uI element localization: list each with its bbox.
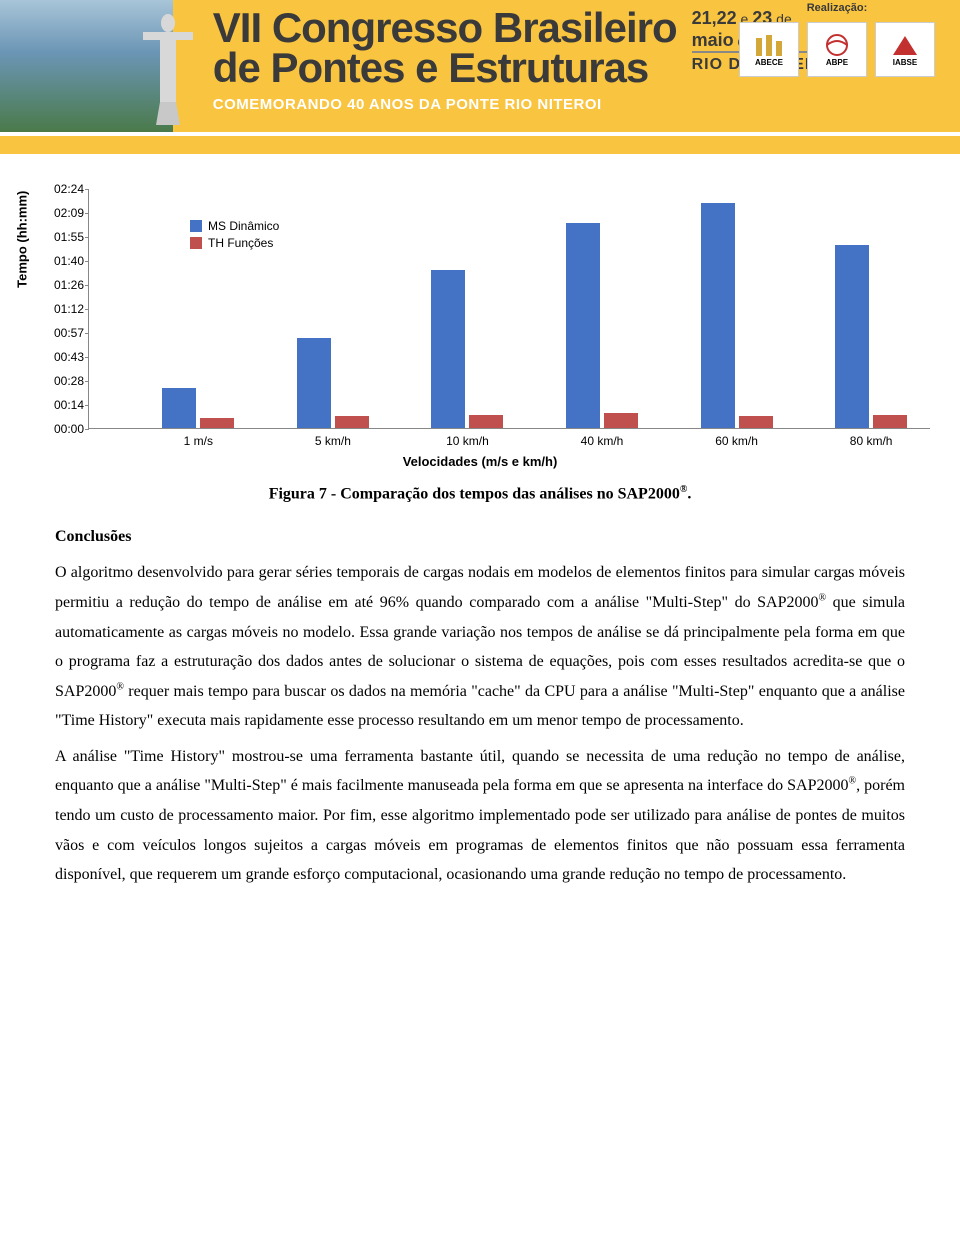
header-photo bbox=[0, 0, 173, 132]
y-tick-label: 01:12 bbox=[39, 302, 84, 316]
y-tick-label: 00:28 bbox=[39, 374, 84, 388]
commemoration-text: COMEMORANDO 40 ANOS DA PONTE RIO NITEROI bbox=[213, 96, 945, 113]
y-tick-label: 00:00 bbox=[39, 422, 84, 436]
legend-swatch bbox=[190, 237, 202, 249]
y-tick-label: 01:40 bbox=[39, 254, 84, 268]
y-tick-label: 02:09 bbox=[39, 206, 84, 220]
bar bbox=[335, 416, 369, 428]
bar bbox=[604, 413, 638, 428]
x-axis-label: Velocidades (m/s e km/h) bbox=[403, 454, 558, 469]
figure-caption: Figura 7 - Comparação dos tempos das aná… bbox=[0, 484, 960, 503]
x-tick-label: 60 km/h bbox=[715, 434, 758, 448]
x-tick-label: 10 km/h bbox=[446, 434, 489, 448]
chart-figure-7: Tempo (hh:mm) 00:0000:1400:2800:4300:570… bbox=[30, 189, 930, 469]
bar-group bbox=[162, 388, 234, 428]
y-axis-label: Tempo (hh:mm) bbox=[15, 191, 30, 288]
sponsor-logo-iabse: IABSE bbox=[875, 22, 935, 77]
legend-swatch bbox=[190, 220, 202, 232]
congress-title-2: de Pontes e Estruturas bbox=[213, 48, 677, 88]
header-title-section: VII Congresso Brasileiro de Pontes e Est… bbox=[173, 0, 960, 132]
congress-title-1: VII Congresso Brasileiro bbox=[213, 8, 677, 48]
paragraph-2: A análise "Time History" mostrou-se uma … bbox=[55, 742, 905, 890]
bar bbox=[431, 270, 465, 428]
chart-legend: MS Dinâmico TH Funções bbox=[190, 219, 279, 253]
bar bbox=[835, 245, 869, 428]
y-tick-label: 00:57 bbox=[39, 326, 84, 340]
legend-item: MS Dinâmico bbox=[190, 219, 279, 233]
legend-item: TH Funções bbox=[190, 236, 279, 250]
sponsor-logo-abpe: ABPE bbox=[807, 22, 867, 77]
legend-label: TH Funções bbox=[208, 236, 273, 250]
bar-group bbox=[431, 270, 503, 428]
sponsor-logo-abece: ABECE bbox=[739, 22, 799, 77]
conference-header: VII Congresso Brasileiro de Pontes e Est… bbox=[0, 0, 960, 132]
bar bbox=[566, 223, 600, 428]
bar-group bbox=[835, 245, 907, 428]
y-tick-label: 01:55 bbox=[39, 230, 84, 244]
y-tick-label: 01:26 bbox=[39, 278, 84, 292]
bar bbox=[162, 388, 196, 428]
y-tick-label: 00:14 bbox=[39, 398, 84, 412]
x-tick-label: 40 km/h bbox=[581, 434, 624, 448]
x-tick-label: 1 m/s bbox=[184, 434, 213, 448]
bar-group bbox=[297, 338, 369, 428]
bar bbox=[873, 415, 907, 428]
bar bbox=[469, 415, 503, 428]
bar bbox=[739, 416, 773, 428]
bar bbox=[701, 203, 735, 428]
bar bbox=[200, 418, 234, 428]
sponsors-label: Realização: bbox=[722, 2, 952, 14]
content-body: Conclusões O algoritmo desenvolvido para… bbox=[0, 528, 960, 926]
x-tick-label: 80 km/h bbox=[850, 434, 893, 448]
bar-group bbox=[566, 223, 638, 428]
y-tick-label: 02:24 bbox=[39, 182, 84, 196]
section-title-conclusoes: Conclusões bbox=[55, 528, 905, 546]
y-tick-label: 00:43 bbox=[39, 350, 84, 364]
bar bbox=[297, 338, 331, 428]
x-tick-label: 5 km/h bbox=[315, 434, 351, 448]
sponsors-box: Realização: ABECE ABPE IABSE bbox=[722, 2, 952, 77]
legend-label: MS Dinâmico bbox=[208, 219, 279, 233]
bar-group bbox=[701, 203, 773, 428]
paragraph-1: O algoritmo desenvolvido para gerar séri… bbox=[55, 558, 905, 736]
header-stripe bbox=[0, 136, 960, 154]
